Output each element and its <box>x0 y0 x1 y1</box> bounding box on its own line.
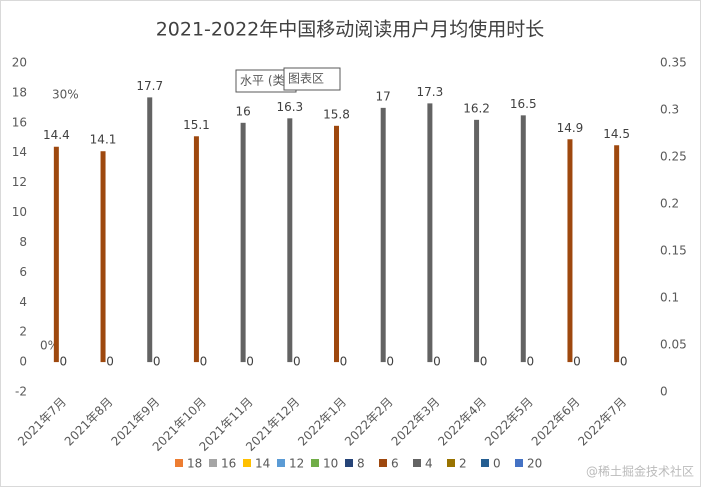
y-tick-label: -2 <box>15 385 27 399</box>
bar <box>380 107 386 363</box>
watermark: @稀土掘金技术社区 <box>586 464 694 479</box>
data-label: 16.2 <box>463 101 490 115</box>
y-tick-label: 12 <box>12 175 27 189</box>
legend-swatch <box>311 459 319 467</box>
data-label: 0 <box>60 355 68 369</box>
y2-tick-label: 0.1 <box>660 291 679 305</box>
bar <box>287 118 293 363</box>
y-tick-label: 16 <box>12 115 27 129</box>
tooltip <box>283 67 341 91</box>
data-label: 14.1 <box>90 133 117 147</box>
y2-tick-label: 0.15 <box>660 244 687 258</box>
legend-swatch <box>243 459 251 467</box>
legend-label: 8 <box>357 457 365 471</box>
data-label: 16 <box>235 104 250 118</box>
bar <box>193 136 199 363</box>
bar <box>567 139 573 363</box>
data-label: 0 <box>246 355 254 369</box>
bar <box>53 146 59 363</box>
data-label: 0 <box>293 355 301 369</box>
data-label: 15.8 <box>323 107 350 121</box>
legend-label: 0 <box>493 457 501 471</box>
legend-label: 6 <box>391 457 399 471</box>
y2-tick-label: 0 <box>660 385 668 399</box>
data-label: 0 <box>480 355 488 369</box>
annotation: 30% <box>52 88 79 102</box>
y-tick-label: 0 <box>19 355 27 369</box>
data-label: 17.7 <box>136 79 163 93</box>
y-tick-label: 4 <box>19 295 27 309</box>
legend-swatch <box>515 459 523 467</box>
y2-tick-label: 0.3 <box>660 103 679 117</box>
y2-tick-label: 0.35 <box>660 56 687 70</box>
legend-swatch <box>447 459 455 467</box>
data-label: 0 <box>433 355 441 369</box>
legend-label: 12 <box>289 457 304 471</box>
y-tick-label: 18 <box>12 85 27 99</box>
y2-tick-label: 0.05 <box>660 338 687 352</box>
bar <box>474 119 480 363</box>
data-label: 17 <box>376 89 391 103</box>
data-label: 0 <box>106 355 114 369</box>
y-tick-label: 20 <box>12 56 27 70</box>
legend-swatch <box>481 459 489 467</box>
data-label: 14.9 <box>557 121 584 135</box>
bar <box>427 103 433 363</box>
data-label: 0 <box>386 355 394 369</box>
y-tick-label: 6 <box>19 265 27 279</box>
data-label: 0 <box>340 355 348 369</box>
y2-tick-label: 0.2 <box>660 197 679 211</box>
data-label: 14.5 <box>603 127 630 141</box>
legend-label: 18 <box>187 457 202 471</box>
legend-swatch <box>209 459 217 467</box>
data-label: 0 <box>526 355 534 369</box>
data-label: 16.3 <box>276 100 303 114</box>
legend-swatch <box>345 459 353 467</box>
data-label: 16.5 <box>510 97 537 111</box>
y-tick-label: 2 <box>19 325 27 339</box>
data-label: 0 <box>153 355 161 369</box>
y2-tick-label: 0.25 <box>660 150 687 164</box>
legend-swatch <box>175 459 183 467</box>
legend-label: 14 <box>255 457 270 471</box>
legend-swatch <box>413 459 421 467</box>
data-label: 14.4 <box>43 128 70 142</box>
bar <box>147 97 153 363</box>
legend-swatch <box>379 459 387 467</box>
y-tick-label: 8 <box>19 235 27 249</box>
bar <box>520 115 526 363</box>
legend-label: 16 <box>221 457 236 471</box>
bar <box>614 145 620 363</box>
bar <box>334 125 339 363</box>
data-label: 15.1 <box>183 118 210 132</box>
data-label: 0 <box>200 355 208 369</box>
data-label: 0 <box>620 355 628 369</box>
bar <box>100 151 106 363</box>
bar <box>240 122 246 363</box>
data-label: 17.3 <box>417 85 444 99</box>
legend-label: 2 <box>459 457 467 471</box>
legend-label: 10 <box>323 457 338 471</box>
chart-title: 2021-2022年中国移动阅读用户月均使用时长 <box>156 19 545 41</box>
legend-label: 20 <box>527 457 542 471</box>
y-tick-label: 10 <box>12 205 27 219</box>
legend-swatch <box>277 459 285 467</box>
tooltip-text: 水平 (类 <box>240 74 285 88</box>
data-label: 0 <box>573 355 581 369</box>
tooltip-text: 图表区 <box>288 72 324 86</box>
y-tick-label: 14 <box>12 145 27 159</box>
legend-label: 4 <box>425 457 433 471</box>
